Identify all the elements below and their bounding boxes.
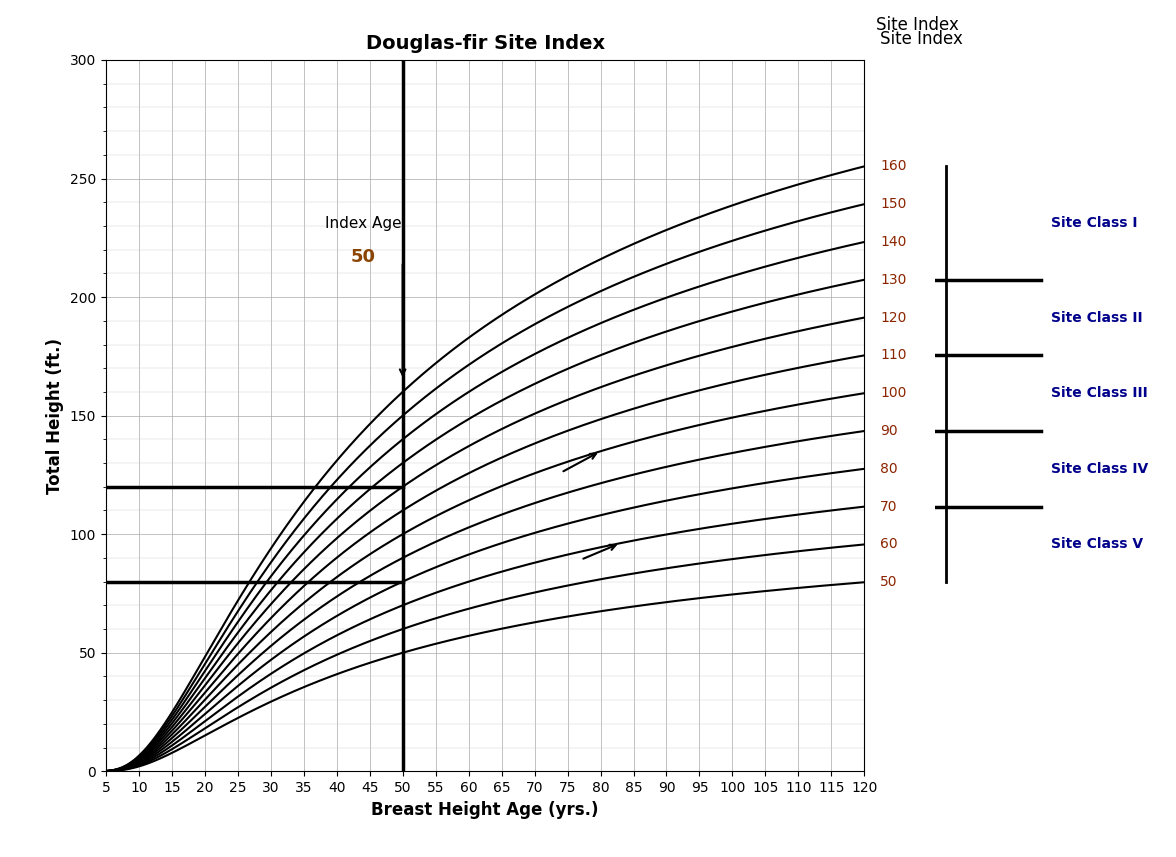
Text: 50: 50 xyxy=(880,575,897,590)
Text: 110: 110 xyxy=(880,349,907,363)
Text: 80: 80 xyxy=(880,462,897,476)
Text: 130: 130 xyxy=(880,273,907,287)
Text: 60: 60 xyxy=(880,537,897,551)
Text: Site Index: Site Index xyxy=(880,30,963,48)
Text: Site Class I: Site Class I xyxy=(1051,216,1138,230)
Text: Site Class V: Site Class V xyxy=(1051,537,1143,551)
Text: 120: 120 xyxy=(880,310,907,325)
Text: 50: 50 xyxy=(350,249,375,267)
Text: 90: 90 xyxy=(880,424,897,438)
Text: Index Age: Index Age xyxy=(325,216,401,231)
Y-axis label: Total Height (ft.): Total Height (ft.) xyxy=(46,338,65,494)
Text: 70: 70 xyxy=(880,500,897,513)
Text: 140: 140 xyxy=(880,235,907,249)
Text: Site Class II: Site Class II xyxy=(1051,310,1143,325)
Text: 150: 150 xyxy=(880,197,907,211)
Text: Site Index: Site Index xyxy=(876,16,958,34)
Text: Site Class IV: Site Class IV xyxy=(1051,462,1149,476)
Text: Site Class III: Site Class III xyxy=(1051,387,1148,400)
Text: 100: 100 xyxy=(880,387,907,400)
Title: Douglas-fir Site Index: Douglas-fir Site Index xyxy=(366,34,604,53)
Text: 160: 160 xyxy=(880,159,907,173)
X-axis label: Breast Height Age (yrs.): Breast Height Age (yrs.) xyxy=(372,800,599,818)
